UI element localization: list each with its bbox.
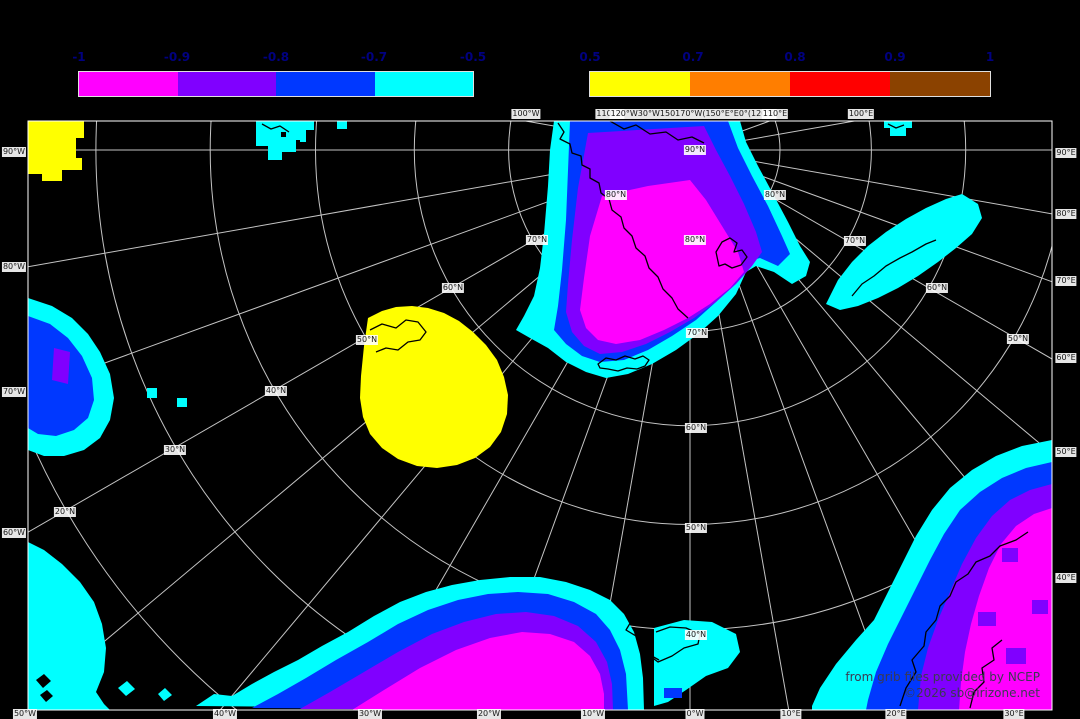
coast-iberia: [649, 626, 701, 663]
speck-baffin: [281, 132, 300, 144]
region-southwest-edge: [28, 542, 110, 710]
region-iberia: [654, 620, 740, 706]
lat-label: 80°N: [683, 235, 707, 245]
lon-label-bottom: 30°E: [1003, 709, 1025, 719]
region-baffin-patch: [256, 121, 314, 160]
regions-magenta: [352, 180, 1052, 710]
colorbar-segment: [79, 72, 178, 96]
region-baltic-core: [959, 508, 1052, 710]
coast-hudson: [369, 319, 427, 353]
region-small-patch: [337, 121, 347, 129]
colorbar-segment: [177, 72, 276, 96]
lat-label: 40°N: [684, 630, 708, 640]
lon-label-top: 100°W: [511, 109, 541, 119]
lon-label-bottom: 10°E: [780, 709, 802, 719]
regions-black-specks: [36, 132, 300, 702]
lat-label: 50°N: [1006, 334, 1030, 344]
regions-yellow: [28, 121, 508, 468]
colorbar-segment: [890, 72, 990, 96]
lon-label-right: 80°E: [1055, 209, 1077, 219]
coast-novaya-zemlya: [851, 239, 937, 297]
lat-label: 80°N: [763, 190, 787, 200]
lon-label-bottom: 30°W: [357, 709, 383, 719]
lat-label: 50°N: [355, 335, 379, 345]
lon-label-right: 60°E: [1055, 353, 1077, 363]
region-iberia-speck: [664, 688, 682, 698]
lon-label-bottom: 20°W: [476, 709, 502, 719]
lon-label-bottom: 50°W: [12, 709, 38, 719]
region-northwest-corner: [28, 121, 84, 181]
lon-label-right: 70°E: [1055, 276, 1077, 286]
lon-label-bottom: 10°W: [580, 709, 606, 719]
colorbar-tick: 0.7: [682, 50, 704, 64]
coast-greenland-north: [609, 121, 705, 144]
colorbar-segment: [276, 72, 375, 96]
coast-topright-bits: [887, 123, 905, 129]
lon-label-bottom: 0°W: [685, 709, 705, 719]
lon-label-right: 40°E: [1055, 573, 1077, 583]
map-frame: [27, 120, 1053, 711]
lon-label-bottom: 40°W: [212, 709, 238, 719]
coast-greenland-east: [557, 122, 689, 319]
lat-label: 30°N: [163, 445, 187, 455]
lon-label-left: 70°W: [1, 387, 27, 397]
lat-label: 70°N: [685, 328, 709, 338]
region-east-speck: [1000, 482, 1014, 494]
lon-label-top: 110°E: [761, 109, 789, 119]
coast-baltic: [969, 639, 1003, 709]
region-topright-patch: [884, 121, 912, 136]
coast-svalbard: [715, 237, 748, 269]
credits-copyright: ©2026 sb@irizone.net: [904, 686, 1040, 700]
region-novaya-zemlya: [826, 194, 982, 310]
lon-label-right: 50°E: [1055, 447, 1077, 457]
colorbar-tick: -1: [72, 50, 86, 64]
lat-label: 20°N: [53, 507, 77, 517]
positive-colorbar: [589, 71, 991, 97]
colorbar-tick: -0.8: [262, 50, 290, 64]
colorbar-segment: [374, 72, 473, 96]
coastlines: [261, 121, 1029, 709]
credits-source: from grib files provided by NCEP: [845, 670, 1040, 684]
colorbar-tick: -0.7: [360, 50, 388, 64]
colorbar-tick: 0.8: [784, 50, 806, 64]
coast-norway: [899, 531, 1029, 707]
lat-label: 50°N: [684, 523, 708, 533]
colorbar-tick: 0.5: [579, 50, 601, 64]
lat-label-pole: 90°N: [683, 145, 707, 155]
lat-label: 70°N: [525, 235, 549, 245]
colorbar-tick: 0.9: [884, 50, 906, 64]
colorbar-segment: [590, 72, 690, 96]
region-baltic-speckles: [978, 548, 1048, 664]
region-small-dots: [147, 388, 187, 407]
lon-label-left: 90°W: [1, 147, 27, 157]
regions-purple-speckles: [978, 548, 1048, 664]
region-small-diamonds: [118, 681, 172, 701]
colorbar-tick: -0.5: [459, 50, 487, 64]
lat-label: 70°N: [843, 236, 867, 246]
coast-baffin-bits: [261, 123, 290, 133]
lat-label: 60°N: [441, 283, 465, 293]
lon-label-top: 100°E: [847, 109, 875, 119]
lon-label-left: 80°W: [1, 262, 27, 272]
colorbar-tick: -0.9: [163, 50, 191, 64]
coast-iceland: [597, 355, 650, 372]
region-hudson-bay: [360, 306, 508, 468]
lat-label: 40°N: [264, 386, 288, 396]
colorbar-segment: [690, 72, 790, 96]
speck-southwest: [36, 674, 53, 702]
colorbar-tick: 1: [985, 50, 995, 64]
lon-label-left: 60°W: [1, 528, 27, 538]
lon-label-bottom: 20°E: [885, 709, 907, 719]
region-greenland-sea-core: [580, 180, 744, 344]
colorbar-segment: [790, 72, 890, 96]
lon-label-top-cluster: 120°W30°W150170°W(150°E°E0°(120°E: [609, 109, 777, 119]
lat-label: 60°N: [925, 283, 949, 293]
region-atlantic-core: [352, 632, 604, 710]
negative-colorbar: [78, 71, 474, 97]
lat-label: 80°N: [604, 190, 628, 200]
region-west-edge-purple: [52, 348, 70, 384]
lat-label: 60°N: [684, 423, 708, 433]
lon-label-right: 90°E: [1055, 148, 1077, 158]
